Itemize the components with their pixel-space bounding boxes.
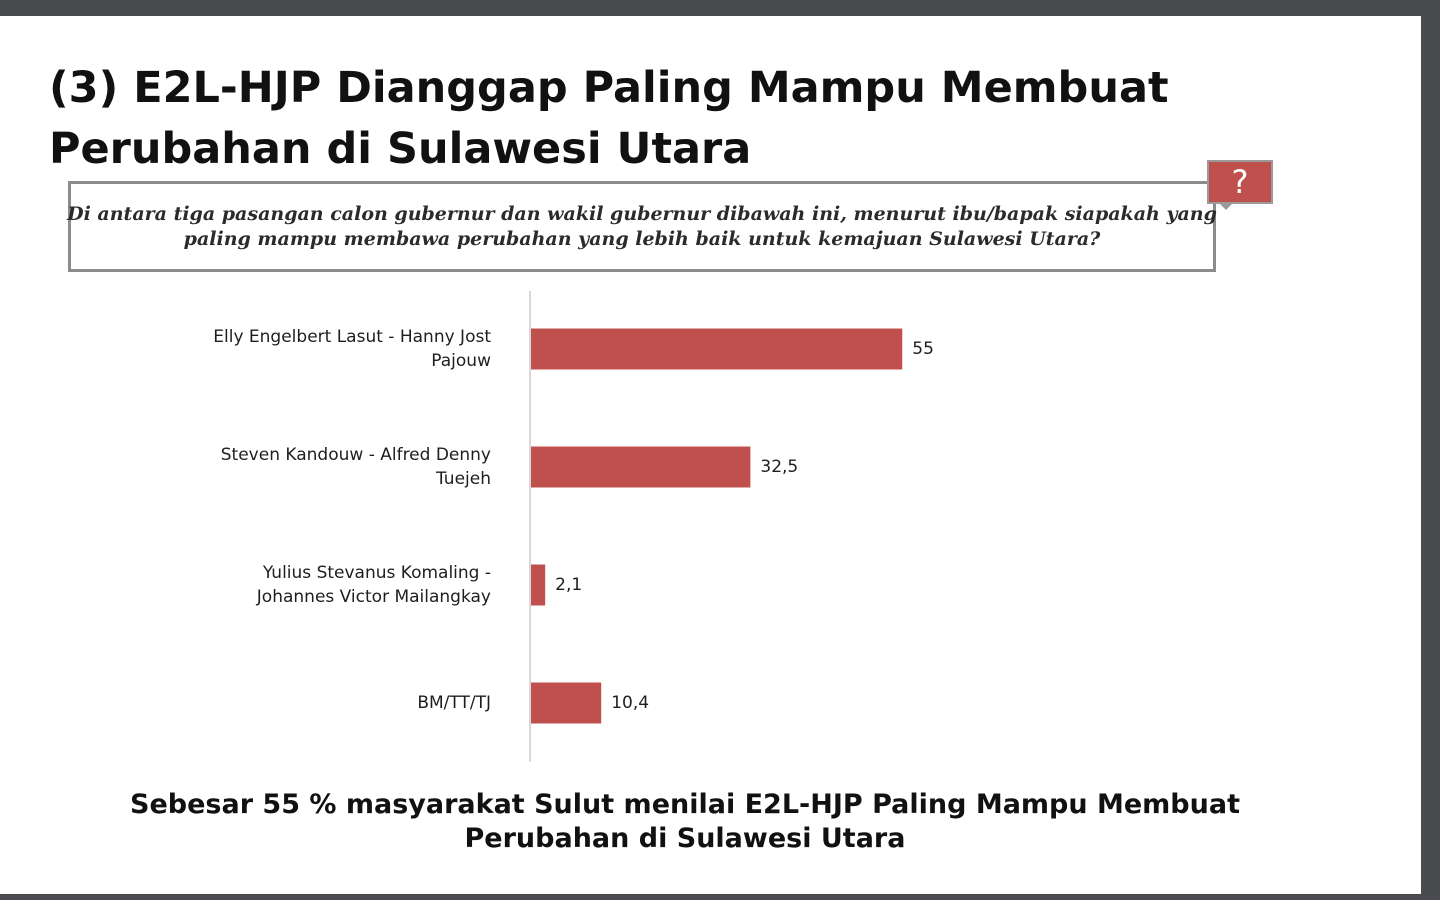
category-label-line: Steven Kandouw - Alfred Denny (220, 445, 491, 465)
bar-value-label: 55 (912, 339, 934, 359)
bar-3 (531, 682, 602, 724)
category-label-line: Pajouw (431, 351, 491, 371)
survey-question-line: Di antara tiga pasangan calon gubernur d… (67, 202, 1217, 225)
bar-chart-svg (529, 291, 903, 762)
bar-0 (531, 328, 903, 370)
conclusion-text: Sebesar 55 % masyarakat Sulut menilai E2… (0, 788, 1370, 856)
bar-value-label: 2,1 (555, 575, 583, 595)
slide-title: (3) E2L-HJP Dianggap Paling Mampu Membua… (49, 58, 1169, 180)
category-label-line: BM/TT/TJ (417, 693, 491, 713)
conclusion-line: Perubahan di Sulawesi Utara (464, 823, 906, 854)
category-label: Steven Kandouw - Alfred Denny Tuejeh (171, 443, 491, 491)
question-mark-icon-tail (1218, 202, 1234, 210)
slide-title-line: (3) E2L-HJP Dianggap Paling Mampu Membua… (49, 63, 1169, 113)
bar-2 (531, 564, 546, 606)
category-label: BM/TT/TJ (171, 691, 491, 715)
survey-question-line: paling mampu membawa perubahan yang lebi… (183, 227, 1101, 250)
slide-title-line: Perubahan di Sulawesi Utara (49, 124, 752, 174)
question-mark-icon: ? (1207, 160, 1273, 204)
bar-value-label: 32,5 (760, 457, 799, 477)
survey-question-box: Di antara tiga pasangan calon gubernur d… (67, 181, 1217, 272)
bar-value-label: 10,4 (611, 693, 650, 713)
category-label-line: Yulius Stevanus Komaling - (262, 563, 491, 583)
conclusion-line: Sebesar 55 % masyarakat Sulut menilai E2… (130, 789, 1240, 820)
category-label: Elly Engelbert Lasut - Hanny Jost Pajouw (171, 325, 491, 373)
slide: (3) E2L-HJP Dianggap Paling Mampu Membua… (0, 16, 1421, 894)
category-label-line: Elly Engelbert Lasut - Hanny Jost (213, 327, 491, 347)
category-label-line: Johannes Victor Mailangkay (256, 587, 491, 607)
category-label: Yulius Stevanus Komaling - Johannes Victo… (171, 561, 491, 609)
bar-1 (531, 446, 751, 488)
category-label-line: Tuejeh (436, 469, 491, 489)
